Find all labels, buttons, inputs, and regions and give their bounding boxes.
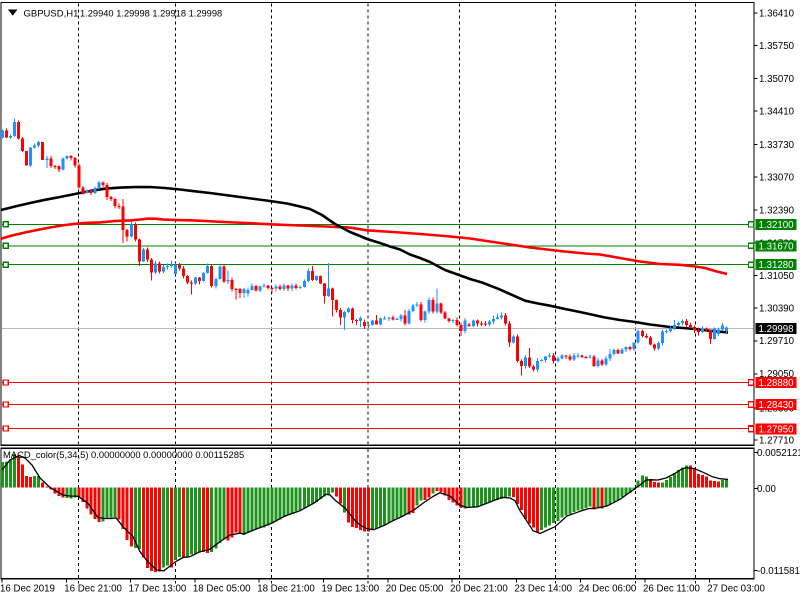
svg-text:1.33730: 1.33730 bbox=[759, 140, 795, 151]
svg-text:17 Dec 13:00: 17 Dec 13:00 bbox=[129, 584, 187, 595]
svg-text:26 Dec 11:00: 26 Dec 11:00 bbox=[643, 584, 701, 595]
svg-text:1.27710: 1.27710 bbox=[759, 436, 795, 447]
svg-text:18 Dec 05:00: 18 Dec 05:00 bbox=[193, 584, 251, 595]
svg-text:1.30390: 1.30390 bbox=[759, 304, 795, 315]
svg-text:0.0052121: 0.0052121 bbox=[757, 448, 800, 459]
svg-text:20 Dec 05:00: 20 Dec 05:00 bbox=[386, 584, 444, 595]
svg-text:-0.0115818: -0.0115818 bbox=[757, 566, 800, 577]
svg-text:1.29050: 1.29050 bbox=[759, 369, 795, 380]
svg-text:19 Dec 13:00: 19 Dec 13:00 bbox=[322, 584, 380, 595]
svg-text:1.29998: 1.29998 bbox=[758, 324, 793, 335]
svg-text:27 Dec 03:00: 27 Dec 03:00 bbox=[707, 584, 765, 595]
svg-text:1.35750: 1.35750 bbox=[759, 41, 795, 52]
svg-text:1.31280: 1.31280 bbox=[758, 260, 794, 271]
svg-text:24 Dec 06:00: 24 Dec 06:00 bbox=[579, 584, 637, 595]
svg-text:0.00: 0.00 bbox=[757, 484, 776, 495]
svg-text:1.29710: 1.29710 bbox=[759, 336, 795, 347]
svg-text:20 Dec 21:00: 20 Dec 21:00 bbox=[450, 584, 508, 595]
svg-text:1.28880: 1.28880 bbox=[758, 378, 794, 389]
svg-text:18 Dec 21:00: 18 Dec 21:00 bbox=[257, 584, 315, 595]
svg-text:1.28430: 1.28430 bbox=[758, 400, 794, 411]
svg-text:23 Dec 14:00: 23 Dec 14:00 bbox=[514, 584, 572, 595]
svg-text:MACD_color(5,34,5) 0.00000000: MACD_color(5,34,5) 0.00000000 0.00000000… bbox=[3, 449, 244, 460]
svg-text:1.35070: 1.35070 bbox=[759, 74, 795, 85]
svg-text:1.34410: 1.34410 bbox=[759, 107, 795, 118]
svg-text:16 Dec 2019: 16 Dec 2019 bbox=[0, 584, 55, 595]
svg-text:1.33070: 1.33070 bbox=[759, 173, 795, 184]
svg-text:1.32390: 1.32390 bbox=[759, 206, 795, 217]
svg-text:1.32100: 1.32100 bbox=[758, 220, 794, 231]
svg-text:1.31050: 1.31050 bbox=[759, 271, 795, 282]
svg-text:1.29940 1.29998 1.29918 1.2999: 1.29940 1.29998 1.29918 1.29998 bbox=[80, 9, 222, 19]
svg-text:1.31670: 1.31670 bbox=[758, 241, 794, 252]
svg-text:GBPUSD,H1: GBPUSD,H1 bbox=[24, 9, 79, 20]
svg-text:1.27950: 1.27950 bbox=[758, 425, 794, 436]
svg-text:1.36410: 1.36410 bbox=[759, 9, 795, 20]
svg-text:16 Dec 21:00: 16 Dec 21:00 bbox=[64, 584, 122, 595]
